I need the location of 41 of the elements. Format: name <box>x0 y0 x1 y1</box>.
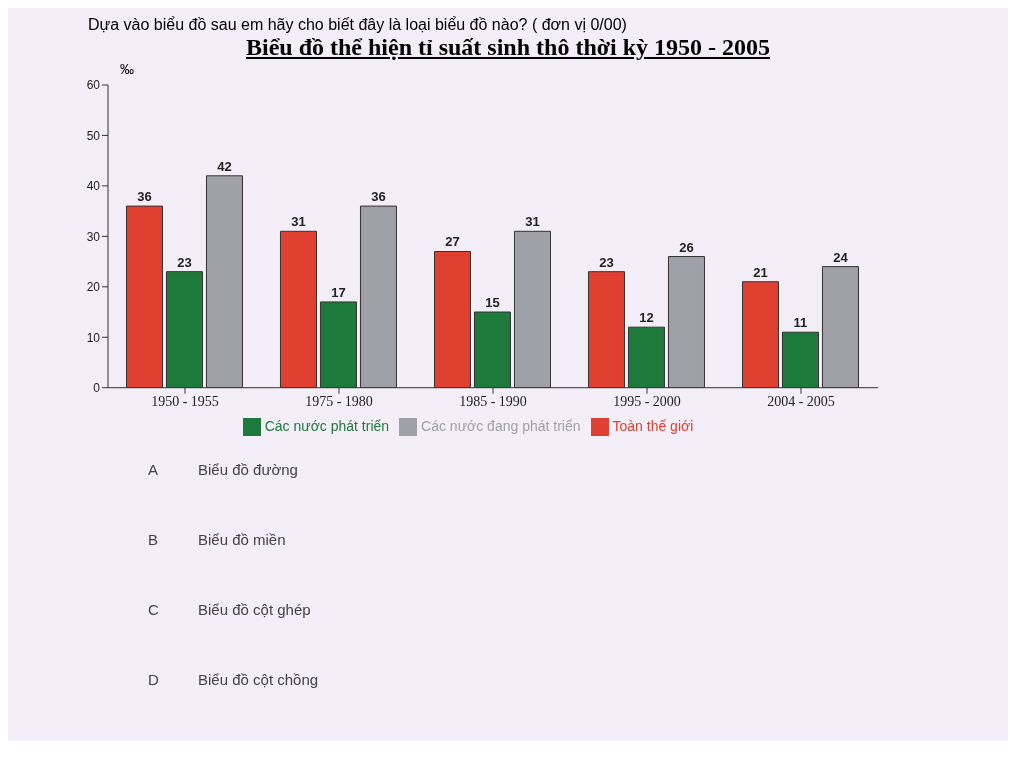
y-tick-label: 40 <box>86 179 101 194</box>
y-tick-label: 50 <box>86 128 101 143</box>
data-label: 42 <box>217 158 232 174</box>
y-tick-label: 60 <box>86 78 101 93</box>
y-tick-label: 20 <box>86 280 101 295</box>
data-label: 23 <box>599 254 614 270</box>
text: Biểu đồ miền <box>198 531 286 550</box>
x-tick-label: 1985 - 1990 <box>459 393 527 409</box>
data-label: 12 <box>639 310 654 326</box>
legend-label: Các nước đang phát triển <box>421 417 581 434</box>
text: A <box>148 461 159 480</box>
data-label: 17 <box>331 284 346 300</box>
x-tick-label: 1995 - 2000 <box>613 393 681 409</box>
y-axis-title: ‰ <box>120 61 134 77</box>
legend-label: Toàn thế giới <box>612 417 694 434</box>
text: C <box>148 601 160 620</box>
data-label: 15 <box>485 295 500 311</box>
data-label: 27 <box>445 234 460 250</box>
text: B <box>148 531 159 550</box>
y-tick-label: 30 <box>86 229 101 244</box>
data-label: 31 <box>525 214 540 230</box>
text: Biểu đồ cột chồng <box>198 671 319 690</box>
x-tick-label: 1950 - 1955 <box>151 393 219 409</box>
text: D <box>148 671 160 690</box>
x-tick-label: 1975 - 1980 <box>305 393 373 409</box>
data-label: 23 <box>177 254 192 270</box>
text: Biểu đồ cột ghép <box>198 601 311 620</box>
data-label: 31 <box>291 214 306 230</box>
chart-title: Biểu đồ thể hiện tỉ suất sinh thô thời kỳ 1950 - 2005 <box>244 34 772 61</box>
y-tick-label: 10 <box>86 330 101 345</box>
legend-label: Các nước phát triển <box>264 417 390 434</box>
data-label: 36 <box>137 189 152 205</box>
y-tick-label: 0 <box>93 380 101 395</box>
data-label: 11 <box>793 315 808 331</box>
text: Biểu đồ đường <box>198 461 298 480</box>
data-label: 24 <box>833 249 849 265</box>
data-label: 36 <box>371 189 386 205</box>
x-tick-label: 2004 - 2005 <box>767 393 835 409</box>
data-label: 21 <box>753 264 768 280</box>
data-label: 26 <box>679 239 694 255</box>
chart-subtitle: Dựa vào biểu đồ sau em hãy cho biết đây là loại biểu đồ nào? ( đơn vị 0/00) <box>87 15 628 34</box>
